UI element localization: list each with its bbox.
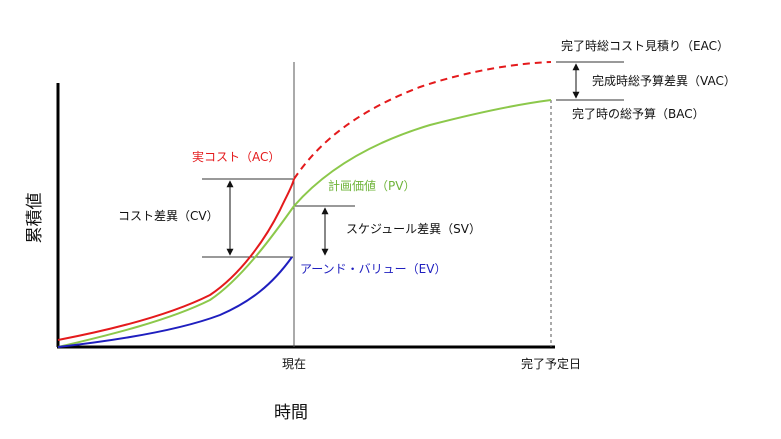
pv-label: 計画価値（PV）: [328, 178, 415, 193]
vac-label: 完成時総予算差異（VAC）: [592, 73, 736, 88]
ac-label: 実コスト（AC）: [192, 149, 280, 164]
ev-label: アーンド・バリュー（EV）: [300, 262, 446, 276]
sv-label: スケジュール差異（SV）: [346, 222, 481, 236]
x-tick-planned-end: 完了予定日: [521, 356, 581, 371]
cv-label: コスト差異（CV）: [118, 209, 219, 223]
y-axis-title: 累積値: [25, 193, 45, 244]
x-tick-now: 現在: [282, 357, 306, 371]
eac-curve: [293, 61, 552, 180]
x-axis-title: 時間: [274, 403, 308, 423]
ac-curve: [57, 178, 295, 341]
bac-label: 完了時の総予算（BAC）: [572, 106, 705, 121]
eac-label: 完了時総コスト見積り（EAC）: [561, 38, 729, 53]
pv-curve: [57, 99, 552, 348]
ev-curve: [57, 256, 293, 348]
